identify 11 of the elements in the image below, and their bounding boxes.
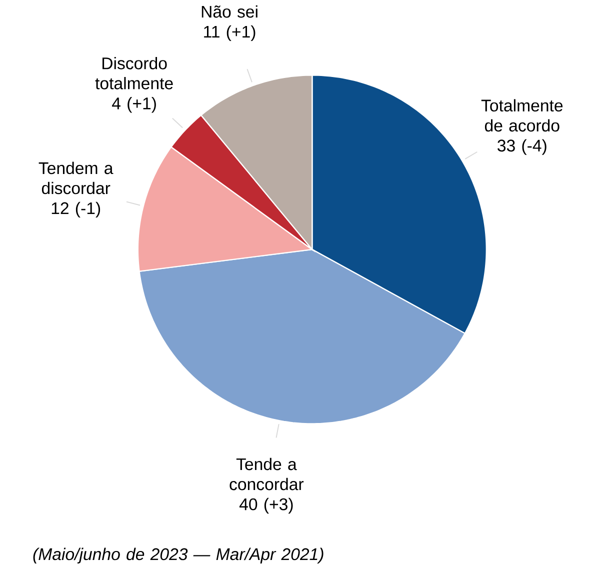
slice-label: Não sei bbox=[202, 5, 258, 18]
data-label: 33 (-4) bbox=[498, 139, 546, 155]
data-label: 12 (-1) bbox=[52, 202, 100, 218]
slice-label: Tende a concordar bbox=[230, 458, 304, 490]
slice-label: Discordo totalmente bbox=[95, 57, 173, 90]
text: (Maio/junho de 2023 — Mar/Apr 2021) bbox=[33, 548, 324, 564]
data-label: 11 (+1) bbox=[204, 25, 256, 42]
data-label: 4 (+1) bbox=[112, 97, 156, 113]
slice-label: Tendem a discordar bbox=[38, 162, 114, 194]
data-label: 40 (+3) bbox=[239, 498, 293, 514]
slice-label: Totalmente de acordo bbox=[481, 99, 563, 132]
